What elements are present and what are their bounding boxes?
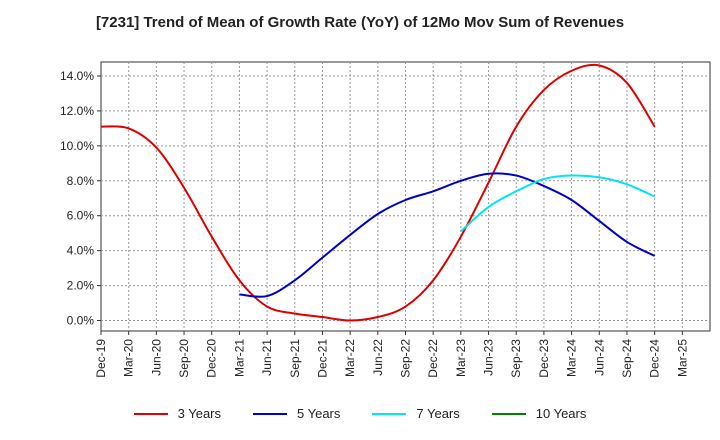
grid-lines (101, 62, 710, 331)
x-tick-label: Sep-24 (620, 339, 634, 378)
series-line-7-years (460, 174, 656, 233)
x-tick-label: Sep-20 (177, 339, 191, 378)
x-tick-label: Dec-24 (648, 339, 662, 378)
y-tick-label: 4.0% (67, 244, 95, 258)
legend-label-3-years: 3 Years (177, 406, 221, 421)
y-tick-label: 0.0% (67, 314, 95, 328)
y-tick-label: 8.0% (67, 174, 95, 188)
x-tick-label: Mar-20 (122, 339, 136, 377)
legend-item-3-years: 3 Years (133, 406, 221, 421)
x-tick-label: Dec-22 (426, 339, 440, 378)
x-tick-label: Mar-22 (343, 339, 357, 377)
x-tick-label: Mar-25 (675, 339, 689, 377)
x-tick-label: Jun-23 (482, 339, 496, 376)
legend-item-7-years: 7 Years (372, 406, 460, 421)
legend-swatch-7-years (372, 412, 407, 415)
legend-item-10-years: 10 Years (491, 406, 587, 421)
x-tick-label: Dec-19 (94, 339, 108, 378)
x-tick-label: Jun-20 (149, 339, 163, 376)
chart-title: [7231] Trend of Mean of Growth Rate (YoY… (95, 14, 625, 31)
legend-swatch-10-years (491, 412, 526, 415)
x-tick-label: Sep-22 (399, 339, 413, 378)
x-tick-label: Jun-24 (592, 339, 606, 376)
x-tick-label: Jun-22 (371, 339, 385, 376)
legend: 3 Years 5 Years 7 Years 10 Years (0, 406, 720, 421)
legend-swatch-3-years (133, 412, 168, 415)
legend-swatch-5-years (253, 412, 287, 415)
legend-label-10-years: 10 Years (535, 406, 587, 421)
legend-item-5-years: 5 Years (253, 406, 340, 421)
y-tick-label: 6.0% (67, 209, 95, 223)
y-axis-ticks: 0.0% 2.0% 4.0% 6.0% 8.0% 10.0% 12.0% 14.0% (60, 69, 101, 328)
series-line-5-years (239, 172, 656, 298)
x-tick-label: Dec-21 (315, 339, 329, 378)
y-tick-label: 10.0% (60, 139, 94, 153)
x-axis-ticks: Dec-19 Mar-20 Jun-20 Sep-20 Dec-20 Mar-21 Jun-… (94, 331, 689, 378)
series-lines (100, 63, 656, 322)
series-line-3-years (100, 63, 656, 322)
x-tick-label: Dec-23 (537, 339, 551, 378)
legend-label-5-years: 5 Years (297, 406, 341, 421)
x-tick-label: Mar-21 (232, 339, 246, 377)
x-tick-label: Sep-21 (288, 339, 302, 378)
y-tick-label: 12.0% (60, 104, 94, 118)
x-tick-label: Mar-24 (565, 339, 579, 377)
x-tick-label: Dec-20 (205, 339, 219, 378)
y-tick-label: 2.0% (67, 279, 95, 293)
y-tick-label: 14.0% (60, 69, 94, 83)
x-tick-label: Sep-23 (509, 339, 523, 378)
x-tick-label: Mar-23 (454, 339, 468, 377)
x-tick-label: Jun-21 (260, 339, 274, 376)
legend-label-7-years: 7 Years (416, 406, 460, 421)
